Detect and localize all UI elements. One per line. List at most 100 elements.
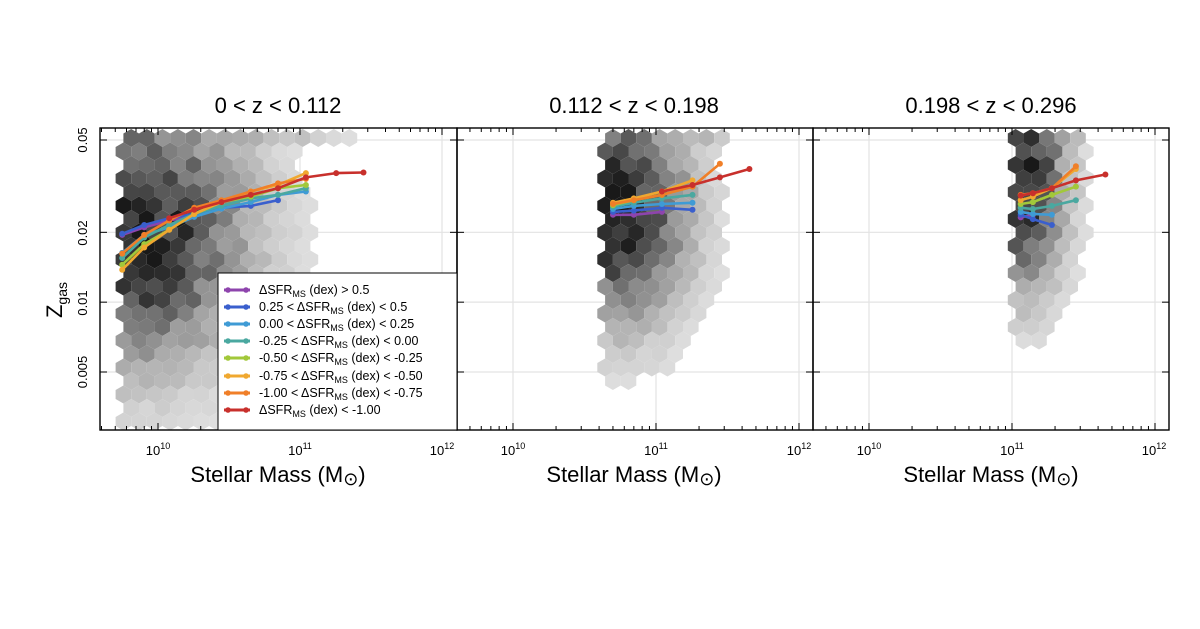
hexbin-cell xyxy=(201,237,217,255)
hexbin-cell xyxy=(154,237,171,255)
hexbin-cell xyxy=(636,291,652,309)
hexbin-cell xyxy=(644,142,660,161)
hexbin-cell xyxy=(714,237,730,255)
series-point-8 xyxy=(191,206,198,213)
hexbin-cell xyxy=(605,183,621,201)
legend: ΔSFRMS (dex) > 0.5 0.25 < ΔSFRMS (dex) <… xyxy=(217,272,458,431)
hexbin-cell xyxy=(612,223,629,242)
series-line-4 xyxy=(1019,198,1078,211)
hexbin-cell xyxy=(232,237,249,255)
hexbin-cell xyxy=(1039,156,1055,174)
hexbin-cell xyxy=(139,129,155,147)
hexbin-cell xyxy=(154,345,171,363)
hexbin-cell xyxy=(706,196,722,215)
hexbin-cell xyxy=(620,372,637,390)
hexbin-cell xyxy=(605,372,621,390)
hexbin-cell xyxy=(139,264,155,282)
hexbin-cell xyxy=(1062,250,1078,269)
hexbin-cell xyxy=(271,250,288,269)
hexbin-cell xyxy=(1039,318,1055,336)
legend-label: 0.25 < ΔSFRMS (dex) < 0.5 xyxy=(259,300,407,316)
hexbin-cell xyxy=(1046,223,1063,242)
hexbin-cell xyxy=(1015,223,1032,242)
hexbin-cell xyxy=(667,345,683,363)
legend-label: -1.00 < ΔSFRMS (dex) < -0.75 xyxy=(259,386,423,402)
hexbin-cell xyxy=(201,345,217,363)
hexbin-cell xyxy=(1015,304,1032,323)
hexbin-cell xyxy=(154,264,171,282)
hexbin-cell xyxy=(605,345,621,363)
hexbin-cell xyxy=(683,291,699,309)
hexbin-cell xyxy=(651,264,668,282)
series-point-4 xyxy=(166,222,173,228)
hexbin-cell xyxy=(1078,196,1094,215)
series-point-8 xyxy=(218,199,225,206)
hexbin-cell xyxy=(123,156,139,174)
hexbin-cell xyxy=(1054,291,1071,309)
legend-entry: 0.00 < ΔSFRMS (dex) < 0.25 xyxy=(224,317,414,333)
hexbin-cell xyxy=(287,223,303,242)
legend-swatch-marker xyxy=(225,390,231,396)
hexbin-cell xyxy=(1046,250,1063,269)
hexbin-cell xyxy=(240,250,256,269)
series-point-5 xyxy=(1029,199,1036,206)
series-point-4 xyxy=(1029,206,1036,212)
hexbin-cell xyxy=(170,372,186,390)
hexbin-cell xyxy=(224,250,241,269)
hexbin-cell xyxy=(636,345,652,363)
hexbin-cell xyxy=(146,385,163,404)
hexbin-cell xyxy=(690,223,707,242)
hexbin-cell xyxy=(1015,169,1032,188)
hexbin-cell xyxy=(675,250,691,269)
series-point-2 xyxy=(689,206,696,213)
hexbin-cell xyxy=(636,264,652,282)
hexbin-cell xyxy=(597,169,613,188)
series-point-7 xyxy=(1072,163,1079,170)
hexbin-cell xyxy=(162,250,178,269)
series-point-8 xyxy=(716,174,723,181)
hexbin-cell xyxy=(185,372,202,390)
hexbin-cell xyxy=(287,196,303,215)
hexbin-cell xyxy=(612,250,629,269)
series-point-7 xyxy=(716,160,723,167)
hexbin-cell xyxy=(644,169,660,188)
hexbin-cell xyxy=(170,318,186,336)
series-point-6 xyxy=(302,170,309,177)
series-point-8 xyxy=(1029,190,1036,197)
hexbin-cell xyxy=(628,223,645,242)
ytick-label-0.005: 0.005 xyxy=(75,356,90,389)
hexbin-cell xyxy=(123,183,139,201)
hexbin-cell xyxy=(651,291,668,309)
hexbin-cell xyxy=(170,183,186,201)
hexbin-cell xyxy=(201,183,217,201)
hexbin-cell xyxy=(675,304,691,323)
hexbin-cell xyxy=(1054,264,1071,282)
hexbin-cell xyxy=(1023,237,1039,255)
hexbin-cell xyxy=(146,142,163,161)
hexbin-cell xyxy=(123,264,139,282)
hexbin-cell xyxy=(620,345,637,363)
hexbin-cell xyxy=(255,223,272,242)
hexbin-cell xyxy=(628,277,645,296)
hexbin-cell xyxy=(209,169,225,188)
hexbin-cell xyxy=(131,304,147,323)
hexbin-cell xyxy=(341,129,358,147)
hexbin-cell xyxy=(659,142,676,161)
hexbin-cell xyxy=(170,156,186,174)
hexbin-cell xyxy=(146,331,163,350)
hexbin-cell xyxy=(248,237,264,255)
hexbin-cell xyxy=(1031,169,1047,188)
hexbin-cell xyxy=(279,237,295,255)
hexbin-cell xyxy=(1062,223,1078,242)
legend-entry: ΔSFRMS (dex) < -1.00 xyxy=(224,403,381,419)
hexbin-cell xyxy=(698,210,715,228)
hexbin-cell xyxy=(698,291,715,309)
hexbin-cell xyxy=(131,331,147,350)
hexbin-cell xyxy=(201,156,217,174)
series-point-5 xyxy=(1072,183,1079,190)
series-point-2 xyxy=(1048,222,1055,228)
hexbin-cell xyxy=(628,304,645,323)
hexbin-cell xyxy=(123,372,139,390)
hexbin-cell xyxy=(232,156,249,174)
hexbin-cell xyxy=(131,412,147,430)
